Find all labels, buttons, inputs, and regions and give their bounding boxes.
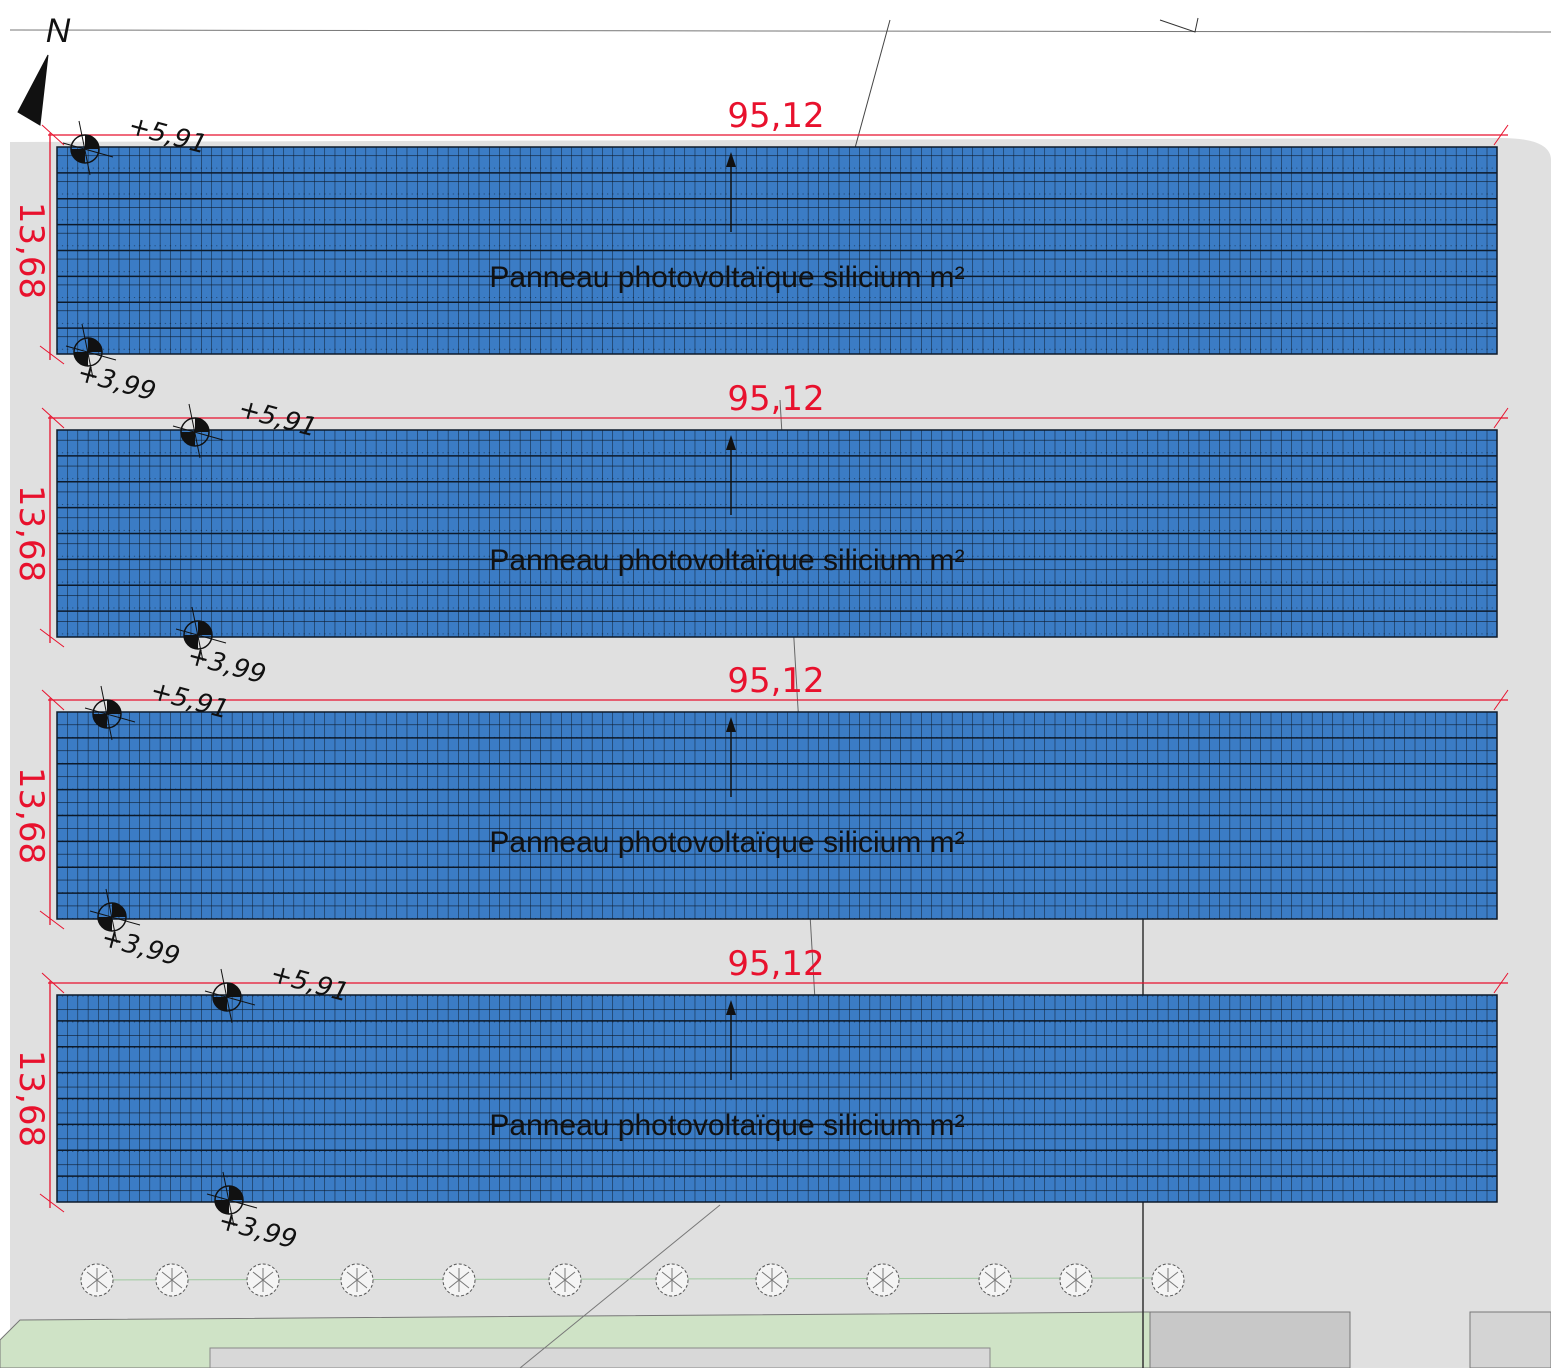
level-marker-cross — [84, 707, 136, 723]
tree-branches — [346, 1268, 368, 1292]
level-marker-cross — [206, 1193, 258, 1209]
tree-branches — [554, 1268, 576, 1292]
tree-branches — [448, 1268, 470, 1292]
level-marker-cross — [204, 990, 256, 1006]
dim-tick — [1493, 689, 1509, 711]
tree-branches — [1157, 1268, 1179, 1292]
north-label: N — [46, 12, 71, 50]
dim-tick — [1493, 124, 1509, 146]
level-marker-cross — [78, 120, 91, 176]
width-label: 13,68 — [11, 485, 51, 582]
slope-arrow-head — [726, 717, 736, 732]
dim-tick — [41, 972, 65, 994]
pv-array: 95,12 13,68 Panneau photovoltaïque siliciu… — [11, 944, 1509, 1255]
length-label: 95,12 — [727, 661, 824, 701]
tree-branches — [661, 1268, 683, 1292]
level-marker-cross — [100, 685, 113, 741]
tree-branches — [872, 1268, 894, 1292]
array-label: Panneau photovoltaïque silicium m² — [489, 544, 964, 577]
slope-arrow-head — [726, 435, 736, 450]
tree-branches — [1065, 1268, 1087, 1292]
level-marker-cross — [105, 888, 118, 944]
width-label: 13,68 — [11, 767, 51, 864]
tree-branches — [984, 1268, 1006, 1292]
level-marker-cross — [188, 403, 201, 459]
dim-tick — [39, 910, 65, 930]
length-label: 95,12 — [727, 379, 824, 419]
dim-tick — [41, 407, 65, 429]
pv-array: 95,12 13,68 Panneau photovoltaïque siliciu… — [11, 96, 1509, 407]
dim-tick — [39, 628, 65, 648]
dim-tick — [1493, 407, 1509, 429]
dim-tick — [39, 345, 65, 365]
slope-arrow-head — [726, 152, 736, 167]
level-marker-cross — [62, 142, 114, 158]
pv-arrays: 95,12 13,68 Panneau photovoltaïque siliciu… — [11, 96, 1509, 1255]
dim-tick — [39, 1193, 65, 1213]
width-label: 13,68 — [11, 202, 51, 299]
tree-branches — [161, 1268, 183, 1292]
pv-array: 95,12 13,68 Panneau photovoltaïque siliciu… — [11, 661, 1509, 972]
level-marker-cross — [172, 425, 224, 441]
tree-branches — [252, 1268, 274, 1292]
length-label: 95,12 — [727, 96, 824, 136]
level-marker-cross — [191, 606, 204, 662]
tree-branches — [761, 1268, 783, 1292]
length-label: 95,12 — [727, 944, 824, 984]
slope-arrow-head — [726, 1000, 736, 1015]
dim-tick — [1493, 972, 1509, 994]
level-marker-cross — [220, 968, 233, 1024]
tree-branches — [86, 1268, 108, 1292]
array-label: Panneau photovoltaïque silicium m² — [489, 826, 964, 859]
width-label: 13,68 — [11, 1050, 51, 1147]
level-marker-cross — [175, 628, 227, 644]
level-marker-cross — [222, 1171, 235, 1227]
dim-tick — [41, 124, 65, 146]
north-arrow: N — [17, 12, 71, 126]
level-marker-cross — [65, 345, 117, 361]
array-label: Panneau photovoltaïque silicium m² — [489, 1109, 964, 1142]
level-marker-cross — [89, 910, 141, 926]
level-marker-cross — [81, 323, 94, 379]
array-label: Panneau photovoltaïque silicium m² — [489, 261, 964, 294]
dim-tick — [41, 689, 65, 711]
trees — [80, 1263, 1185, 1297]
